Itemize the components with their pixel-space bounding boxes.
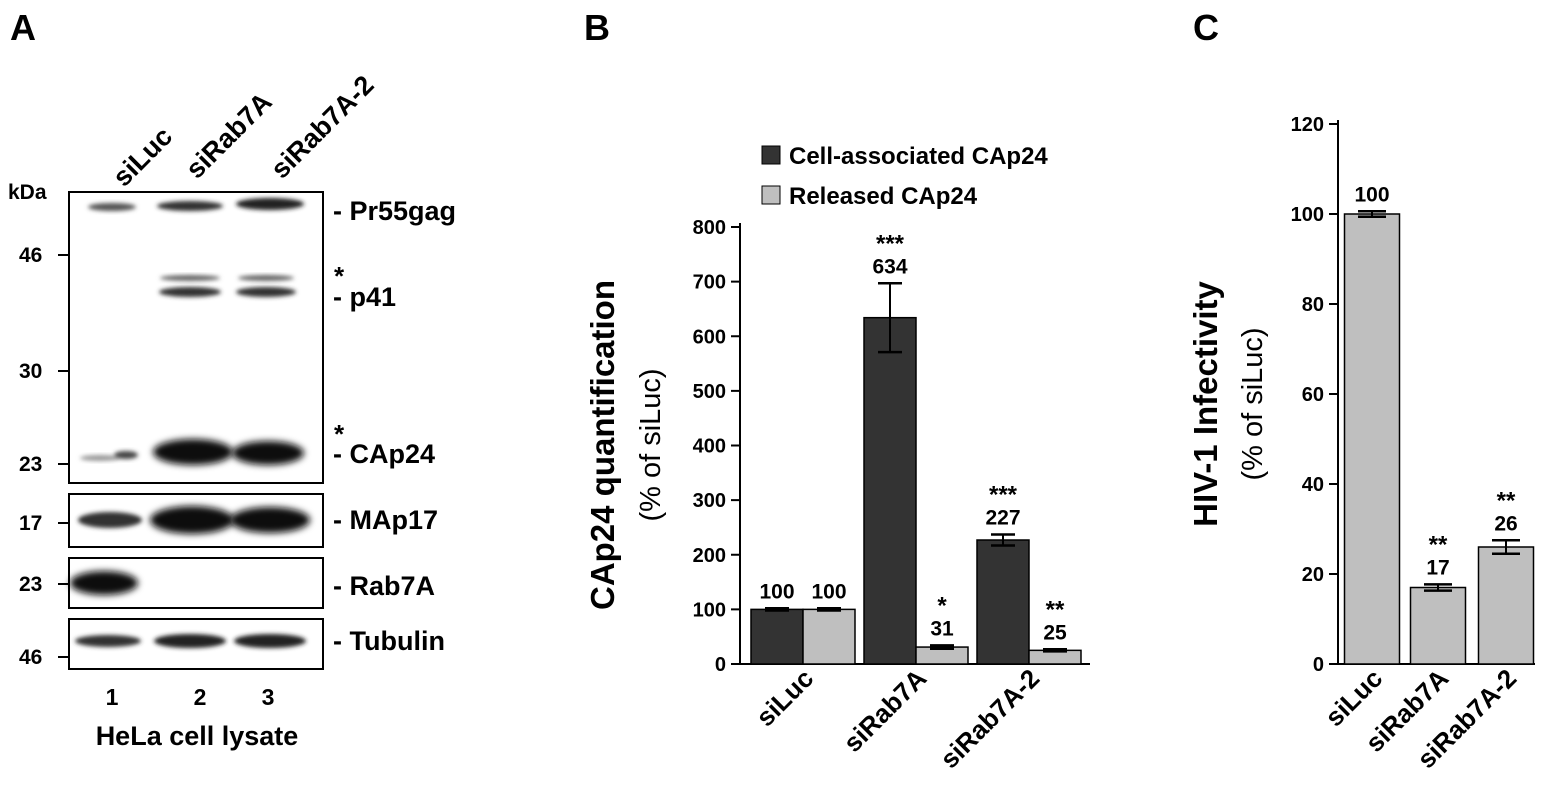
data-label: 227 [985, 507, 1020, 530]
lane-label-sirab7a-2: siRab7A-2 [265, 70, 380, 185]
blot-main [68, 191, 324, 484]
x-tick-label-sirab7a: siRab7A [837, 663, 932, 758]
data-label: 25 [1043, 621, 1067, 644]
asterisk-cap24: * [334, 419, 345, 449]
blot-map17 [68, 493, 324, 548]
data-label: 634 [872, 255, 907, 278]
band-label-cap24: - CAp24 [333, 439, 435, 469]
y-axis-subtitle-b: (% of siLuc) [635, 368, 667, 521]
legend-swatch-released [761, 185, 781, 205]
y-tick-label: 600 [693, 326, 726, 348]
band-label-p41: - p41 [333, 282, 396, 312]
significance-label: ** [1429, 531, 1448, 558]
data-label: 17 [1426, 556, 1449, 579]
bar-sirab7a-2-value [1477, 546, 1535, 665]
y-tick-label: 300 [693, 490, 726, 512]
band-label-rab7a: - Rab7A [333, 571, 435, 601]
data-label: 31 [930, 617, 954, 640]
lane-label-siluc: siLuc [107, 121, 178, 192]
blot-rab7a [68, 557, 324, 609]
significance-label: ** [1046, 596, 1065, 623]
y-axis-title-c: HIV-1 Infectivity [1187, 280, 1224, 526]
panel-b: B CAp24 quantification (% of siLuc) Cell… [584, 7, 1090, 774]
panel-letter-b: B [584, 7, 610, 48]
legend-label-cell-associated: Cell-associated CAp24 [789, 143, 1048, 170]
y-tick-label: 40 [1302, 474, 1324, 496]
y-tick-label: 20 [1302, 564, 1324, 586]
y-tick-label: 700 [693, 272, 726, 294]
asterisk-p41: * [334, 261, 345, 291]
bar-sirab7a-2-cell-associated-cap24 [976, 539, 1030, 665]
y-tick-label: 800 [693, 217, 726, 239]
data-label: 100 [811, 580, 846, 603]
data-label: 26 [1494, 512, 1517, 535]
x-tick-label-siluc: siLuc [750, 663, 819, 732]
significance-label: *** [876, 230, 905, 257]
band-label-map17: - MAp17 [333, 505, 438, 535]
bar-sirab7a-value [1409, 586, 1467, 665]
marker-23-rab7a: 23 [19, 573, 42, 596]
band-labels: - Pr55gag - p41 - CAp24 - MAp17 - Rab7A … [333, 196, 456, 656]
bar-siluc-value [1343, 213, 1401, 665]
caption: HeLa cell lysate [96, 721, 299, 751]
y-tick-label: 200 [693, 545, 726, 567]
chart-c-plot: 020406080100120100siLuc17**siRab7A26**si… [1291, 114, 1535, 774]
lane-label-sirab7a: siRab7A [180, 87, 278, 185]
panel-c: C HIV-1 Infectivity (% of siLuc) 0 20 40 60… [1187, 7, 1535, 774]
significance-label: ** [1497, 487, 1516, 514]
lane-number-3: 3 [262, 684, 275, 710]
lane-number-1: 1 [106, 684, 119, 710]
legend-label-released: Released CAp24 [789, 183, 978, 210]
data-label: 100 [1354, 183, 1389, 206]
y-tick-label: 0 [715, 654, 726, 676]
legend-b: Cell-associated CAp24 Released CAp24 [761, 143, 1048, 210]
bar-siluc-cell-associated-cap24 [750, 608, 804, 665]
marker-46-tubulin: 46 [19, 646, 42, 669]
legend-swatch-cell-associated [761, 145, 781, 165]
y-tick-label: 80 [1302, 294, 1324, 316]
marker-23: 23 [19, 453, 42, 476]
significance-label: *** [989, 482, 1018, 509]
data-label: 100 [759, 580, 794, 603]
y-tick-label: 100 [693, 599, 726, 621]
bar-siluc-released-cap24 [802, 608, 856, 665]
significance-label: * [937, 592, 947, 619]
x-tick-label-sirab7a-2: siRab7A-2 [934, 663, 1045, 774]
y-tick-label: 120 [1291, 114, 1324, 136]
kda-markers: 46 30 23 17 23 46 [19, 244, 69, 669]
blot-tubulin [68, 618, 324, 670]
y-axis-title-b: CAp24 quantification [584, 280, 621, 610]
panel-a: A siLuc siRab7A siRab7A-2 kDa [8, 7, 456, 751]
bar-sirab7a-cell-associated-cap24 [863, 316, 917, 665]
y-tick-label: 500 [693, 381, 726, 403]
y-tick-label: 400 [693, 436, 726, 458]
panel-letter-a: A [10, 7, 36, 48]
lane-number-2: 2 [194, 684, 207, 710]
y-tick-label: 0 [1313, 654, 1324, 676]
y-tick-label: 60 [1302, 384, 1324, 406]
kda-label: kDa [8, 181, 47, 204]
marker-46: 46 [19, 244, 42, 267]
y-axis-subtitle-c: (% of siLuc) [1237, 327, 1269, 480]
y-tick-label: 100 [1291, 204, 1324, 226]
band-label-pr55gag: - Pr55gag [333, 196, 456, 226]
marker-30: 30 [19, 360, 42, 383]
band-label-tubulin: - Tubulin [333, 626, 445, 656]
marker-17: 17 [19, 512, 42, 535]
panel-letter-c: C [1193, 7, 1219, 48]
